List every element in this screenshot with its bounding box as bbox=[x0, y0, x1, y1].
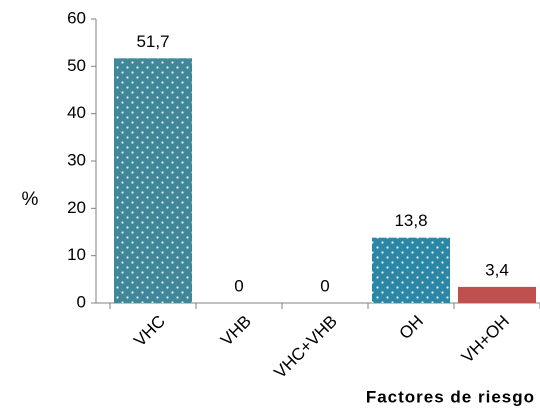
x-tick-label: VHC bbox=[130, 312, 169, 351]
x-tick-label: VH+OH bbox=[458, 312, 513, 367]
y-tick-label: 0 bbox=[77, 292, 86, 311]
value-label: 13,8 bbox=[394, 211, 427, 230]
y-tick-label: 10 bbox=[67, 245, 86, 264]
bar bbox=[372, 237, 450, 303]
value-label: 0 bbox=[320, 276, 329, 295]
x-tick-label: VHC+VHB bbox=[270, 312, 341, 383]
y-tick-label: 60 bbox=[67, 8, 86, 27]
x-axis-title: Factores de riesgo bbox=[366, 387, 535, 406]
x-tick-label: VHB bbox=[217, 312, 255, 350]
value-label: 0 bbox=[234, 276, 243, 295]
bar bbox=[458, 286, 536, 303]
y-axis-title: % bbox=[22, 189, 39, 210]
y-tick-label: 30 bbox=[67, 150, 86, 169]
x-tick-label: OH bbox=[396, 312, 427, 343]
value-label: 51,7 bbox=[136, 32, 169, 51]
value-label: 3,4 bbox=[485, 260, 509, 279]
bar bbox=[114, 58, 192, 303]
y-tick-label: 20 bbox=[67, 198, 86, 217]
y-tick-label: 50 bbox=[67, 56, 86, 75]
y-tick-label: 40 bbox=[67, 103, 86, 122]
